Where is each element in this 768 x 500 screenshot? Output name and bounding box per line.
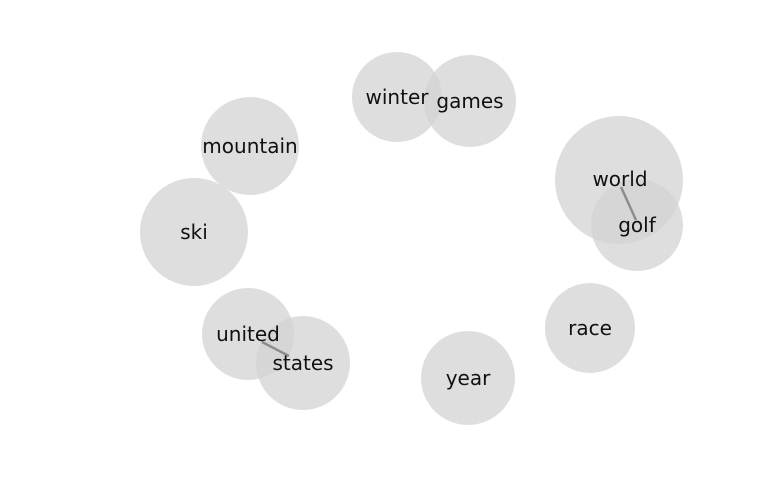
term-winter: winter	[366, 85, 430, 109]
term-race: race	[568, 316, 612, 340]
link-world-golf	[619, 186, 638, 221]
bubble-race	[545, 283, 635, 373]
term-states: states	[272, 351, 333, 375]
term-mountain: mountain	[202, 134, 297, 158]
term-united: united	[216, 322, 280, 346]
term-golf: golf	[618, 213, 656, 237]
term-games: games	[436, 89, 503, 113]
labels: winter games mountain world golf ski uni…	[180, 85, 657, 390]
term-ski: ski	[180, 220, 208, 244]
bubble-games	[424, 55, 516, 147]
link-united-states	[261, 340, 290, 358]
bubble-golf	[591, 179, 683, 271]
bubble-winter	[352, 52, 442, 142]
bubble-ski	[140, 178, 248, 286]
term-world: world	[592, 167, 647, 191]
bubble-year	[421, 331, 515, 425]
bubbles	[140, 52, 683, 425]
bubble-states	[256, 316, 350, 410]
links	[261, 186, 638, 358]
term-year: year	[446, 366, 491, 390]
bubble-mountain	[201, 97, 299, 195]
